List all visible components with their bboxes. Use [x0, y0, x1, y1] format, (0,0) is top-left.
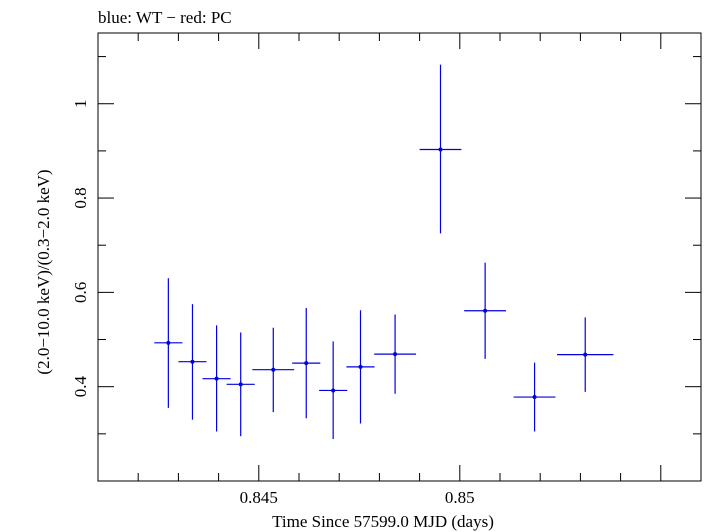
- y-axis-label: (2.0−10.0 keV)/(0.3−2.0 keV): [34, 169, 53, 374]
- data-point: [557, 317, 614, 392]
- data-point: [252, 327, 295, 413]
- point-marker: [166, 340, 171, 345]
- data-point: [464, 262, 507, 359]
- data-point: [374, 314, 416, 394]
- y-axis-ticks: [98, 56, 701, 482]
- data-point: [226, 332, 255, 437]
- data-point: [154, 278, 183, 408]
- point-marker: [304, 361, 309, 366]
- data-point: [178, 304, 207, 420]
- x-axis-tick-labels: 0.845 0.85: [240, 488, 475, 507]
- x-axis-label: Time Since 57599.0 MJD (days): [272, 512, 494, 531]
- y-tick-label: 0.4: [71, 376, 90, 398]
- data-point: [292, 307, 321, 419]
- point-marker: [214, 376, 219, 381]
- data-point: [419, 64, 462, 234]
- data-series-wt: [154, 64, 614, 440]
- y-tick-label: 1: [71, 99, 90, 108]
- y-tick-label: 0.6: [71, 282, 90, 303]
- point-marker: [583, 352, 588, 357]
- data-point: [513, 362, 556, 432]
- data-point: [319, 341, 348, 440]
- data-point: [202, 325, 231, 432]
- point-marker: [483, 308, 488, 313]
- point-marker: [331, 388, 336, 393]
- y-axis-tick-labels: 0.4 0.6 0.8 1: [71, 99, 90, 397]
- data-point: [346, 310, 375, 424]
- point-marker: [438, 147, 443, 152]
- x-tick-label: 0.85: [445, 488, 475, 507]
- plot-frame: [97, 32, 702, 482]
- point-marker: [358, 364, 363, 369]
- point-marker: [393, 352, 398, 357]
- point-marker: [271, 367, 276, 372]
- point-marker: [532, 395, 537, 400]
- x-tick-label: 0.845: [240, 488, 278, 507]
- x-axis-ticks: [97, 33, 702, 481]
- y-tick-label: 0.8: [71, 187, 90, 208]
- point-marker: [238, 382, 243, 387]
- point-marker: [190, 359, 195, 364]
- chart-title: blue: WT − red: PC: [98, 8, 232, 27]
